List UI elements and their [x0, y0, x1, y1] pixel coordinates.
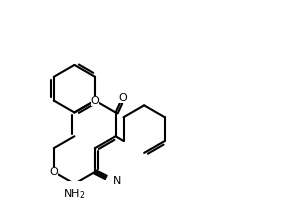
Text: NH$_2$: NH$_2$ [63, 187, 86, 198]
Text: O: O [91, 96, 99, 106]
Text: O: O [49, 167, 58, 177]
Text: O: O [118, 93, 127, 103]
Text: N: N [113, 176, 122, 186]
